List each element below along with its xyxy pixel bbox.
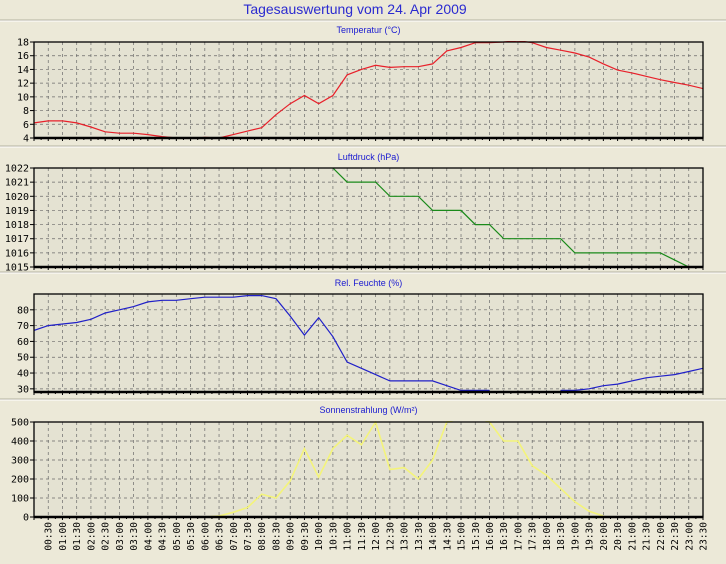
- x-tick-label: 16:30: [499, 522, 510, 551]
- x-tick-label: 18:30: [556, 522, 567, 551]
- plot-area: [34, 42, 703, 138]
- x-tick-label: 18:00: [542, 522, 553, 551]
- x-tick-label: 06:00: [200, 522, 211, 551]
- y-tick-label: 1017: [5, 234, 29, 245]
- y-tick-label: 70: [17, 321, 29, 332]
- y-tick-label: 300: [11, 456, 29, 467]
- x-tick-label: 22:30: [670, 522, 681, 551]
- chart-panel-2: Luftdruck (hPa) 1015 1016 1017 1018 1019 1020 1…: [0, 145, 726, 274]
- x-tick-label: 19:30: [585, 522, 596, 551]
- x-tick-label: 10:30: [328, 522, 339, 551]
- y-tick-label: 1020: [5, 192, 29, 203]
- series-line: [332, 167, 703, 267]
- y-tick-label: 16: [17, 51, 29, 62]
- x-tick-label: 03:30: [129, 522, 140, 551]
- x-tick-label: 12:30: [385, 522, 396, 551]
- x-tick-label: 17:00: [513, 522, 524, 551]
- panel-title: Temperatur (°C): [336, 25, 400, 35]
- x-tick-label: 14:30: [442, 522, 453, 551]
- x-tick-label: 21:30: [642, 522, 653, 551]
- chart-panel-4: Sonnenstrahlung (W/m²) 0 100 200 300 400 500: [0, 398, 726, 524]
- x-tick-label: 02:30: [101, 522, 112, 551]
- y-tick-label: 100: [11, 494, 29, 505]
- x-tick-label: 05:30: [186, 522, 197, 551]
- x-tick-label: 22:00: [656, 522, 667, 551]
- x-tick-label: 08:30: [271, 522, 282, 551]
- x-tick-label: 05:00: [172, 522, 183, 551]
- x-tick-label: 21:00: [627, 522, 638, 551]
- series-line: [34, 41, 703, 138]
- x-tick-label: 01:30: [72, 522, 83, 551]
- chart-panel-3: Rel. Feuchte (%) 30 40 50 60 70 80: [0, 271, 726, 395]
- x-tick-label: 15:30: [471, 522, 482, 551]
- x-tick-label: 17:30: [528, 522, 539, 551]
- y-tick-label: 1015: [5, 263, 29, 274]
- report-title: Tagesauswertung vom 24. Apr 2009: [243, 1, 467, 17]
- plot-area: [34, 168, 703, 267]
- x-tick-label: 04:30: [158, 522, 169, 551]
- y-tick-label: 30: [17, 384, 29, 395]
- y-tick-label: 1022: [5, 164, 29, 175]
- x-tick-label: 07:00: [229, 522, 240, 551]
- x-tick-label: 15:00: [457, 522, 468, 551]
- chart-panel-1: Temperatur (°C) 4 6 8 10 12 14 16 18: [0, 19, 726, 145]
- x-tick-label: 20:00: [599, 522, 610, 551]
- x-tick-label: 09:00: [286, 522, 297, 551]
- y-tick-label: 12: [17, 79, 29, 90]
- x-tick-label: 23:30: [699, 522, 710, 551]
- x-tick-label: 23:00: [684, 522, 695, 551]
- x-tick-label: 10:00: [314, 522, 325, 551]
- x-tick-label: 01:00: [58, 522, 69, 551]
- y-tick-label: 40: [17, 369, 29, 380]
- series-line: [34, 295, 703, 391]
- y-tick-label: 18: [17, 38, 29, 49]
- y-tick-label: 4: [23, 134, 29, 145]
- y-tick-label: 400: [11, 437, 29, 448]
- panel-title: Luftdruck (hPa): [338, 152, 400, 162]
- x-tick-label: 12:00: [371, 522, 382, 551]
- y-tick-label: 200: [11, 475, 29, 486]
- x-tick-label: 16:00: [485, 522, 496, 551]
- x-tick-label: 14:00: [428, 522, 439, 551]
- y-tick-label: 50: [17, 353, 29, 364]
- y-tick-label: 1019: [5, 206, 29, 217]
- panel-title: Sonnenstrahlung (W/m²): [319, 405, 417, 415]
- y-tick-label: 500: [11, 418, 29, 429]
- x-tick-label: 07:30: [243, 522, 254, 551]
- x-tick-label: 13:30: [414, 522, 425, 551]
- y-tick-label: 10: [17, 92, 29, 103]
- x-tick-label: 19:00: [570, 522, 581, 551]
- x-tick-label: 03:00: [115, 522, 126, 551]
- x-tick-label: 08:00: [257, 522, 268, 551]
- y-tick-label: 80: [17, 305, 29, 316]
- y-tick-label: 0: [23, 513, 29, 524]
- y-tick-label: 1018: [5, 220, 29, 231]
- y-tick-label: 8: [23, 106, 29, 117]
- series-line: [204, 421, 604, 517]
- x-tick-label: 11:30: [357, 522, 368, 551]
- x-tick-label: 06:30: [215, 522, 226, 551]
- y-tick-label: 60: [17, 337, 29, 348]
- x-tick-label: 04:00: [143, 522, 154, 551]
- plot-area: [34, 294, 703, 392]
- panel-title: Rel. Feuchte (%): [335, 278, 403, 288]
- x-tick-label: 11:00: [343, 522, 354, 551]
- plot-area: [34, 422, 703, 517]
- x-tick-label: 09:30: [300, 522, 311, 551]
- y-tick-label: 1021: [5, 178, 29, 189]
- y-tick-label: 1016: [5, 248, 29, 259]
- x-tick-label: 13:00: [400, 522, 411, 551]
- x-tick-label: 20:30: [613, 522, 624, 551]
- x-tick-label: 02:00: [86, 522, 97, 551]
- y-tick-label: 6: [23, 120, 29, 131]
- x-tick-label: 00:30: [44, 522, 55, 551]
- y-tick-label: 14: [17, 65, 29, 76]
